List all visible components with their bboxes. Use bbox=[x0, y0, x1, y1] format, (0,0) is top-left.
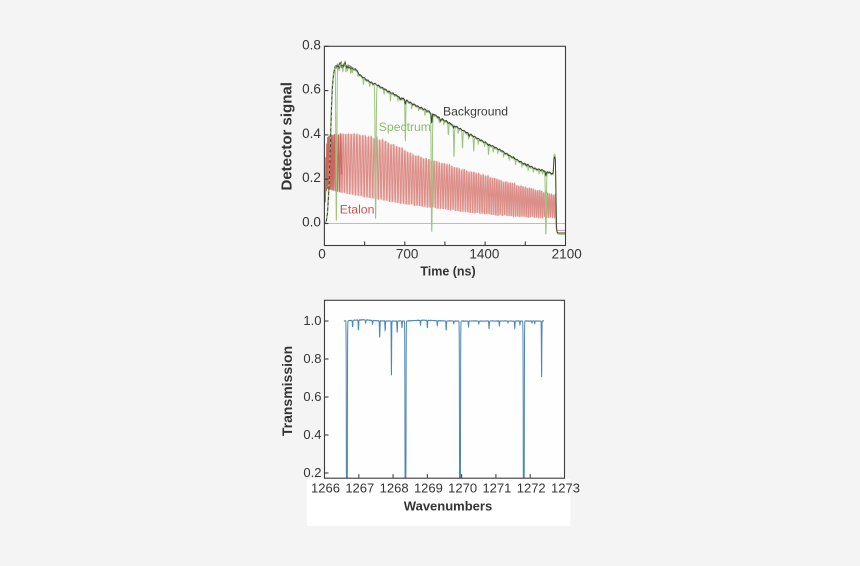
svg-text:0.6: 0.6 bbox=[303, 389, 321, 404]
svg-text:0.4: 0.4 bbox=[302, 126, 321, 141]
svg-text:1400: 1400 bbox=[469, 247, 499, 262]
svg-text:1266: 1266 bbox=[311, 481, 340, 496]
svg-text:Detector signal: Detector signal bbox=[279, 82, 296, 190]
svg-text:1267: 1267 bbox=[345, 481, 374, 496]
svg-text:Transmission: Transmission bbox=[279, 346, 295, 436]
svg-text:Background: Background bbox=[443, 105, 508, 119]
svg-text:0.2: 0.2 bbox=[303, 465, 321, 480]
svg-text:700: 700 bbox=[396, 247, 419, 262]
svg-text:Time (ns): Time (ns) bbox=[420, 265, 475, 279]
svg-text:1269: 1269 bbox=[414, 481, 443, 496]
svg-text:0.6: 0.6 bbox=[302, 82, 321, 97]
svg-text:0.4: 0.4 bbox=[303, 427, 321, 442]
svg-text:1268: 1268 bbox=[380, 481, 409, 496]
svg-text:1271: 1271 bbox=[482, 481, 511, 496]
svg-text:Wavenumbers: Wavenumbers bbox=[404, 499, 492, 514]
svg-text:0.0: 0.0 bbox=[302, 215, 321, 230]
svg-text:Etalon: Etalon bbox=[340, 203, 375, 217]
svg-text:1272: 1272 bbox=[517, 481, 546, 496]
svg-text:0.8: 0.8 bbox=[302, 37, 321, 52]
svg-text:0.8: 0.8 bbox=[303, 351, 321, 366]
svg-text:1270: 1270 bbox=[448, 481, 477, 496]
svg-text:1273: 1273 bbox=[551, 481, 580, 496]
svg-text:1.0: 1.0 bbox=[303, 313, 321, 328]
svg-text:0.2: 0.2 bbox=[302, 170, 321, 185]
svg-text:Spectrum: Spectrum bbox=[379, 120, 431, 134]
svg-text:2100: 2100 bbox=[552, 247, 582, 262]
svg-text:0: 0 bbox=[318, 247, 326, 262]
